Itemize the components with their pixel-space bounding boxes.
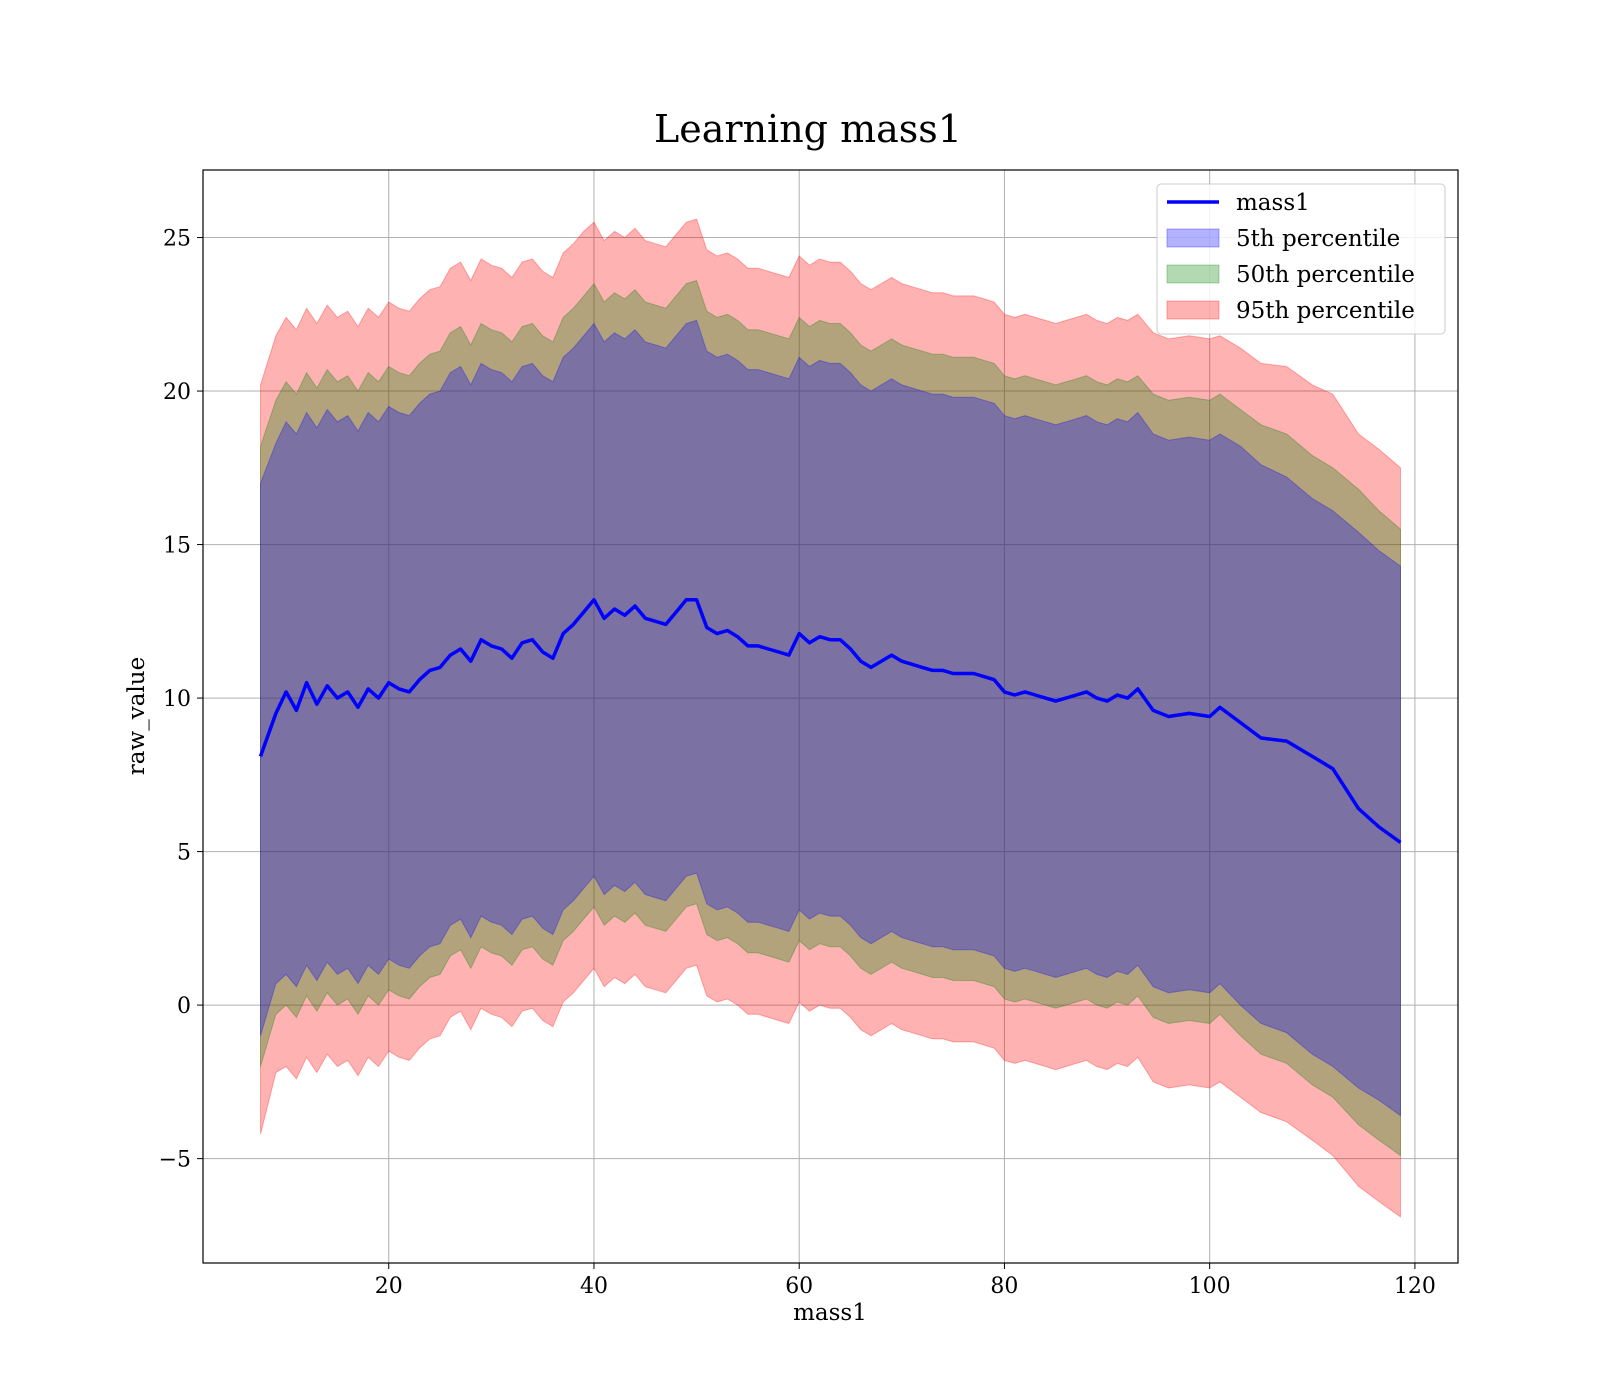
x-tick-label: 80	[990, 1274, 1018, 1299]
x-tick-label: 40	[580, 1274, 608, 1299]
y-tick-label: −5	[159, 1148, 191, 1173]
percentile-bands	[260, 218, 1401, 1218]
chart-title: Learning mass1	[654, 107, 962, 151]
chart-legend: mass1 5th percentile 50th percentile 95th p…	[1156, 183, 1446, 335]
legend-label: 95th percentile	[1236, 298, 1415, 324]
grid-lines	[203, 170, 1458, 1263]
y-tick-label: 15	[163, 534, 191, 559]
x-tick-label: 60	[785, 1274, 813, 1299]
legend-swatch-band	[1166, 264, 1220, 284]
series-line-mass1	[258, 598, 1402, 844]
y-axis-ticks: −5 0 5 10 15 20 25	[159, 227, 203, 1173]
series-lines	[258, 598, 1402, 844]
y-tick-label: 20	[163, 380, 191, 405]
y-axis-label: raw_value	[124, 657, 150, 775]
x-tick-label: 120	[1394, 1274, 1436, 1299]
band-95th-percentile	[260, 218, 1401, 1218]
band-5th-percentile	[260, 319, 1401, 1117]
x-tick-label: 100	[1189, 1274, 1231, 1299]
band-50th-percentile	[260, 279, 1401, 1157]
legend-label: 50th percentile	[1236, 262, 1415, 288]
legend-label: mass1	[1236, 190, 1310, 216]
legend-swatch-band	[1166, 300, 1220, 320]
x-tick-label: 20	[375, 1274, 403, 1299]
y-tick-label: 10	[163, 687, 191, 712]
legend-label: 5th percentile	[1236, 226, 1400, 252]
x-axis-label: mass1	[793, 1300, 867, 1326]
y-tick-label: 5	[177, 841, 191, 866]
y-tick-label: 0	[177, 994, 191, 1019]
x-axis-ticks: 20 40 60 80 100 120	[375, 1263, 1436, 1299]
legend-frame	[1156, 183, 1446, 335]
plot-area-frame	[202, 169, 1459, 1264]
y-tick-label: 25	[163, 227, 191, 252]
legend-swatch-band	[1166, 228, 1220, 248]
